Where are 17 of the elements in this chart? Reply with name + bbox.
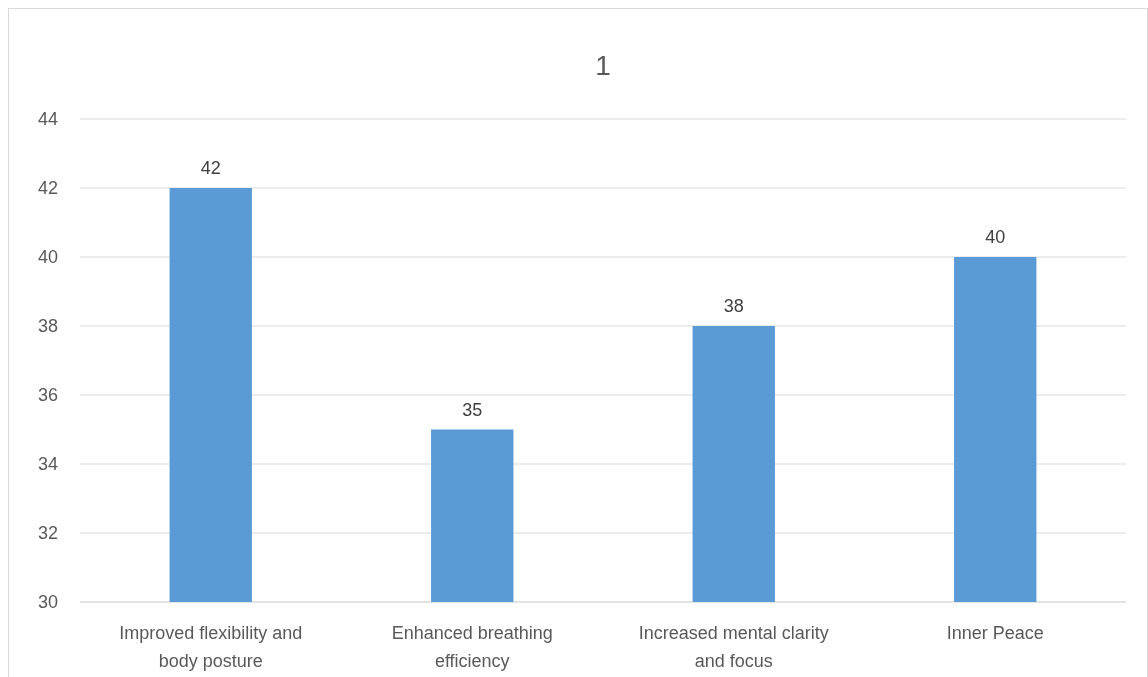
data-label: 40 (985, 227, 1006, 247)
x-tick-label: Enhanced breathing efficiency (391, 623, 553, 671)
y-tick-label: 32 (37, 523, 58, 544)
y-tick-label: 36 (37, 385, 58, 406)
y-tick-label: 44 (37, 109, 58, 130)
data-label: 35 (462, 399, 483, 420)
y-tick-label: 34 (37, 454, 58, 475)
x-tick-label: Improved flexibility and body posture (119, 623, 303, 671)
data-label: 38 (723, 296, 744, 316)
x-tick-label: Inner Peace (946, 623, 1044, 643)
y-tick-label: 30 (37, 592, 58, 613)
chart-title: 1 (595, 50, 611, 81)
y-tick-label: 42 (37, 178, 58, 199)
y-tick-label: 38 (37, 316, 58, 337)
y-tick-label: 40 (37, 247, 58, 268)
data-label: 42 (200, 158, 221, 178)
x-tick-label: Increased mental clarity and focus (638, 623, 829, 671)
